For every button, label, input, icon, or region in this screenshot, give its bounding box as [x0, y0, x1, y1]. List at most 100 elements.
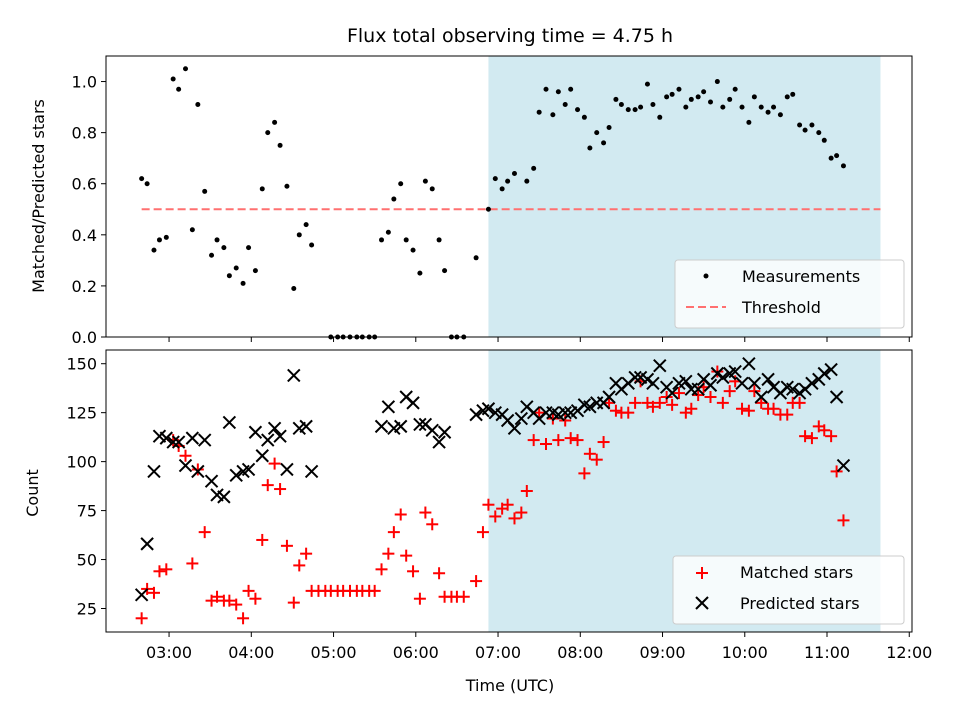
matched-point [501, 498, 514, 511]
y-tick-label: 0.2 [72, 277, 97, 296]
measurement-point [511, 171, 517, 177]
measurement-point [790, 91, 796, 97]
predicted-point [653, 358, 667, 373]
measurement-point [746, 119, 752, 125]
predicted-point [824, 362, 838, 377]
measurement-point [422, 178, 428, 184]
matched-point [597, 436, 610, 449]
predicted-point [481, 402, 496, 416]
predicted-point [691, 382, 705, 396]
y-tick-label: 0.0 [72, 328, 97, 347]
measurement-point [531, 165, 537, 171]
bottom-legend-box [672, 555, 905, 625]
predicted-point [217, 490, 231, 504]
predicted-point [280, 462, 294, 477]
matched-point [830, 465, 843, 478]
measurement-point [202, 188, 208, 194]
measurement-point [581, 114, 587, 120]
matched-point [622, 406, 635, 419]
matched-point [147, 586, 160, 599]
matched-point [793, 396, 806, 409]
matched-point [799, 430, 812, 443]
measurement-point [606, 125, 612, 131]
predicted-point [166, 435, 180, 449]
bottom-axes-frame [105, 349, 913, 633]
x-tick-label: 12:00 [886, 643, 932, 662]
y-tick-label: 75 [77, 502, 97, 521]
measurement-point [568, 86, 574, 92]
x-tick-label: 08:00 [557, 643, 603, 662]
predicted-point [381, 400, 396, 414]
matched-point [419, 506, 432, 519]
measurement-point [536, 109, 542, 115]
matched-point [629, 396, 642, 409]
measurement-point [176, 86, 182, 92]
matched-point [242, 584, 255, 597]
measurement-point [613, 96, 619, 102]
measurement-point [214, 237, 220, 243]
measurement-point [816, 130, 822, 136]
measurement-point [221, 245, 227, 251]
predicted-point [583, 400, 597, 414]
matched-point [666, 398, 679, 411]
matched-point [489, 510, 502, 523]
measurement-point [252, 268, 258, 274]
matched-point [153, 565, 166, 578]
measurement-point [291, 285, 297, 291]
legend-measurements-marker [703, 273, 709, 279]
measurement-point [259, 186, 265, 192]
matched-point [407, 565, 420, 578]
measurement-point [575, 107, 581, 113]
predicted-point [786, 382, 800, 396]
matched-point [704, 391, 717, 403]
measurement-point [524, 178, 530, 184]
predicted-point [267, 421, 282, 436]
measurement-point [809, 122, 815, 128]
predicted-point [273, 429, 287, 443]
measurement-point [727, 96, 733, 102]
predicted-point [469, 407, 483, 422]
bottom-xlabel: Time (UTC) [465, 676, 554, 695]
matched-point [300, 547, 313, 560]
measurement-point [543, 86, 549, 92]
matched-point [653, 396, 666, 409]
measurement-point [492, 176, 498, 182]
matched-point [590, 453, 603, 466]
matched-point [249, 592, 262, 605]
measurement-point [240, 280, 246, 286]
matched-point [748, 385, 761, 398]
matched-point [186, 557, 199, 570]
predicted-point [406, 396, 420, 410]
measurement-point [265, 130, 271, 136]
measurement-point [758, 104, 764, 110]
measurement-point [714, 79, 720, 85]
predicted-point [432, 435, 446, 449]
matched-point [546, 412, 559, 425]
measurement-point [720, 104, 726, 110]
measurement-point [632, 107, 638, 113]
measurement-point [442, 268, 448, 274]
measurement-point [834, 153, 840, 159]
bottom-ylabel: Count [23, 469, 42, 517]
matched-point [508, 512, 521, 525]
matched-point [742, 404, 755, 417]
matched-point [268, 457, 281, 470]
x-tick-label: 07:00 [475, 643, 521, 662]
predicted-point [304, 464, 319, 479]
predicted-point [747, 376, 762, 390]
matched-point [237, 612, 250, 625]
predicted-point [558, 405, 572, 420]
measurement-point [391, 196, 397, 202]
matched-point [564, 432, 577, 445]
matched-point [603, 396, 616, 409]
measurement-point [233, 265, 239, 271]
matched-point [375, 563, 388, 576]
predicted-point [836, 458, 851, 473]
measurement-point [385, 229, 391, 235]
measurement-point [695, 94, 701, 100]
predicted-point [742, 357, 756, 371]
measurement-point [771, 104, 777, 110]
legend-matched-marker [696, 567, 708, 579]
legend-matched-label: Matched stars [740, 563, 853, 582]
measurement-point [379, 237, 385, 243]
